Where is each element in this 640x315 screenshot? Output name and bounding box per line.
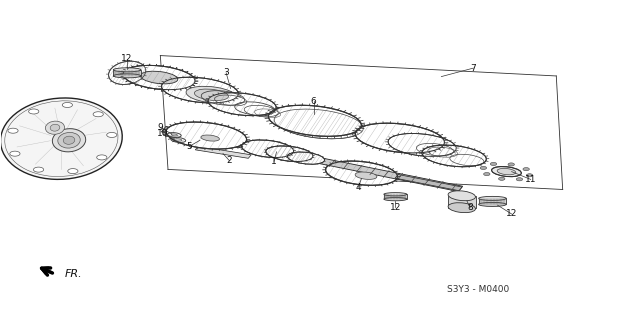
- Ellipse shape: [422, 145, 486, 167]
- Text: 12: 12: [390, 203, 401, 212]
- FancyArrowPatch shape: [41, 268, 51, 274]
- Ellipse shape: [195, 89, 228, 100]
- Ellipse shape: [355, 172, 377, 179]
- Ellipse shape: [326, 161, 397, 185]
- Ellipse shape: [384, 193, 407, 196]
- Ellipse shape: [166, 122, 246, 149]
- Circle shape: [480, 166, 486, 169]
- Ellipse shape: [355, 123, 444, 153]
- Text: 3: 3: [223, 68, 229, 77]
- Circle shape: [508, 163, 515, 166]
- Polygon shape: [384, 194, 407, 199]
- Ellipse shape: [268, 105, 362, 136]
- Text: FR.: FR.: [65, 268, 82, 278]
- Ellipse shape: [492, 167, 522, 177]
- Polygon shape: [395, 175, 462, 191]
- Ellipse shape: [123, 66, 195, 90]
- Ellipse shape: [479, 196, 506, 200]
- Ellipse shape: [50, 124, 60, 131]
- Circle shape: [93, 112, 103, 117]
- Polygon shape: [479, 198, 506, 204]
- Circle shape: [62, 102, 72, 107]
- Ellipse shape: [109, 61, 146, 84]
- Text: S3Y3 - M0400: S3Y3 - M0400: [447, 285, 509, 294]
- Ellipse shape: [448, 203, 476, 213]
- Text: 10: 10: [157, 129, 169, 139]
- Ellipse shape: [52, 129, 86, 152]
- Circle shape: [29, 109, 39, 114]
- Ellipse shape: [123, 66, 195, 90]
- Circle shape: [499, 177, 505, 180]
- Circle shape: [10, 151, 20, 156]
- Circle shape: [8, 128, 18, 133]
- Text: 4: 4: [355, 183, 361, 192]
- Ellipse shape: [113, 74, 141, 78]
- Circle shape: [490, 162, 497, 165]
- Circle shape: [68, 169, 78, 174]
- Ellipse shape: [175, 139, 182, 141]
- Ellipse shape: [140, 71, 178, 84]
- Ellipse shape: [186, 86, 237, 103]
- Text: 7: 7: [470, 64, 476, 73]
- Ellipse shape: [384, 198, 407, 201]
- Circle shape: [526, 174, 532, 177]
- Ellipse shape: [287, 152, 324, 164]
- Text: 9: 9: [157, 123, 163, 132]
- Polygon shape: [113, 70, 141, 76]
- Polygon shape: [195, 146, 252, 158]
- Ellipse shape: [113, 68, 141, 72]
- Circle shape: [523, 168, 529, 171]
- Text: 11: 11: [525, 175, 536, 184]
- Ellipse shape: [201, 135, 220, 141]
- Text: 2: 2: [227, 156, 232, 165]
- Text: 8: 8: [467, 203, 473, 212]
- Ellipse shape: [396, 136, 433, 149]
- Text: 1: 1: [271, 157, 277, 166]
- Text: 12: 12: [506, 209, 517, 218]
- Ellipse shape: [1, 98, 122, 179]
- Text: 6: 6: [311, 97, 317, 106]
- Circle shape: [516, 178, 523, 181]
- Text: 5: 5: [186, 142, 192, 151]
- Polygon shape: [161, 127, 463, 192]
- Circle shape: [107, 132, 117, 137]
- Circle shape: [97, 155, 107, 160]
- Text: 12: 12: [122, 54, 133, 63]
- Ellipse shape: [497, 169, 516, 175]
- Ellipse shape: [266, 146, 313, 162]
- Ellipse shape: [45, 121, 65, 134]
- Ellipse shape: [448, 191, 476, 201]
- Circle shape: [484, 173, 490, 176]
- Ellipse shape: [161, 77, 238, 103]
- Ellipse shape: [208, 93, 276, 116]
- Ellipse shape: [58, 132, 80, 148]
- Ellipse shape: [479, 203, 506, 206]
- Ellipse shape: [172, 134, 177, 136]
- Ellipse shape: [242, 140, 294, 158]
- Ellipse shape: [63, 136, 75, 144]
- Circle shape: [33, 167, 44, 172]
- Polygon shape: [448, 196, 476, 208]
- Ellipse shape: [274, 109, 364, 139]
- Ellipse shape: [388, 134, 456, 157]
